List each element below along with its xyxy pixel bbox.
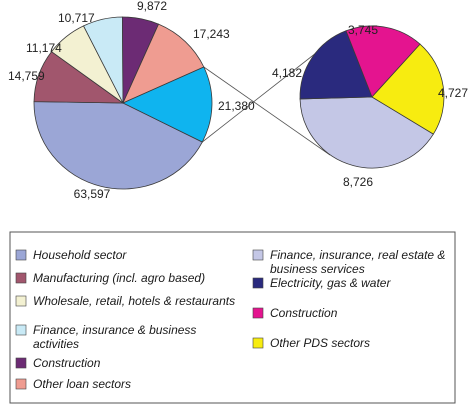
legend-swatch-wholesale-retail-hotels-restaurants (15, 295, 27, 307)
legend-swatch-other-pds-sectors (252, 337, 264, 349)
legend-label-manufacturing-incl-agro-based: Manufacturing (incl. agro based) (33, 271, 205, 285)
main-value-label: 21,380 (218, 99, 255, 113)
breakout-pie-value-labels: 8,726 4,182 3,745 4,727 (272, 23, 468, 189)
main-pie (33, 16, 213, 190)
legend-label-wholesale-retail-hotels-restaurants: Wholesale, retail, hotels & restaurants (33, 294, 235, 308)
legend-swatch-other-loan-sectors (15, 378, 27, 390)
main-value-label: 10,717 (58, 11, 95, 25)
sub-value-label: 4,182 (272, 66, 302, 80)
sub-value-label: 4,727 (438, 86, 468, 100)
connector-line-top (202, 52, 317, 143)
legend-label-household-sector: Household sector (33, 248, 127, 262)
sub-value-label: 3,745 (348, 23, 378, 37)
connector-line-bottom (203, 66, 331, 156)
main-slice-other-pds-sectors (122, 66, 213, 143)
main-slice-other-loan-sectors (122, 23, 205, 104)
legend-swatch-construction (15, 357, 27, 369)
main-value-label: 17,243 (193, 27, 230, 41)
legend-swatch-electricity-gas-water (252, 277, 264, 289)
legend-swatch-finance-insurance-business-activities (15, 324, 27, 336)
legend-box (9, 231, 456, 404)
legend-label-other-pds-sectors: Other PDS sectors (270, 336, 370, 350)
main-value-label: 9,872 (137, 0, 167, 13)
main-value-label: 14,759 (8, 69, 45, 83)
legend-label-construction: Construction (33, 356, 101, 370)
sub-slice-construction (345, 25, 421, 98)
breakout-connector-lines (202, 52, 331, 156)
sub-slice-finance-insurance-real-estate-business-services (299, 96, 434, 169)
main-value-label: 63,597 (74, 187, 111, 201)
legend-swatch-manufacturing-incl-agro-based (15, 272, 27, 284)
main-slice-household-sector (33, 101, 203, 190)
breakout-pie (299, 25, 445, 169)
sub-slice-other-pds-sectors (371, 43, 445, 135)
legend-label-finance-insurance-real-estate-business-services: Finance, insurance, real estate & busines… (270, 248, 445, 276)
legend-left-column: Household sector Manufacturing (incl. agr… (15, 248, 235, 391)
sub-slice-electricity-gas-water (299, 30, 373, 100)
legend-swatch-finance-insurance-real-estate-business-services (252, 249, 264, 261)
legend-swatch-construction (252, 307, 264, 319)
legend-right-column: Finance, insurance, real estate & busines… (252, 248, 445, 350)
legend-label-finance-insurance-business-activities: Finance, insurance & business activities (33, 323, 196, 351)
sub-value-label: 8,726 (343, 175, 373, 189)
main-value-label: 11,174 (26, 41, 62, 55)
legend-label-other-loan-sectors: Other loan sectors (33, 377, 131, 391)
legend-label-electricity-gas-water: Electricity, gas & water (270, 276, 391, 290)
main-pie-value-labels: 63,597 14,759 11,174 10,717 9,872 17,243 21,38… (8, 0, 255, 201)
legend-label-construction: Construction (270, 306, 338, 320)
legend-swatch-household-sector (15, 249, 27, 261)
